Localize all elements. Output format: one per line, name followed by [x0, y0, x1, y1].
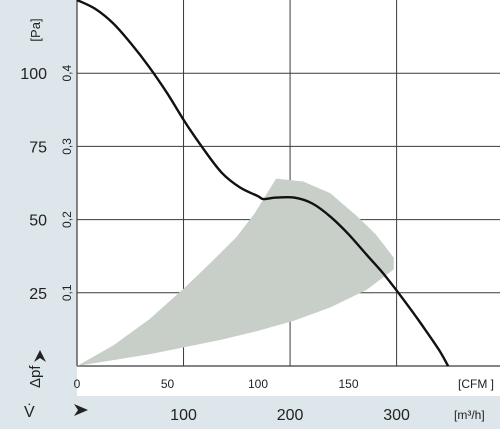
y-pa-tick-label: 25 — [29, 286, 47, 303]
pressure-flow-curve — [76, 0, 450, 367]
x-unit-cfm-label: [CFM ] — [458, 377, 494, 391]
y-pa-tick-label: 100 — [20, 66, 47, 83]
grid — [76, 0, 500, 367]
flow-arrow-icon — [74, 404, 88, 416]
y-inh2o-tick-label: 0,3 — [60, 138, 74, 155]
flow-symbol: V̇ — [24, 403, 35, 421]
x-cfm-tick-label: 0 — [74, 377, 81, 391]
y-pa-tick-label: 75 — [29, 139, 47, 156]
y-inh2o-tick-label: 0,1 — [60, 284, 74, 301]
y-inh2o-tick-label: 0,2 — [60, 211, 74, 228]
pressure-symbol: Δpf — [27, 365, 44, 388]
x-cfm-tick-label: 150 — [338, 377, 358, 391]
operating-region — [77, 178, 394, 366]
y-pa-tick-label: 50 — [29, 213, 47, 230]
tick-labels: 25 50 75 100 0,1 0,2 0,3 0,4 0 50 100 150 100 200 300 — [20, 65, 410, 424]
x-unit-m3h-label: [m³/h] — [454, 408, 485, 422]
x-cfm-tick-label: 50 — [161, 377, 175, 391]
x-m3h-tick-label: 200 — [277, 407, 304, 424]
x-axis-panel — [0, 396, 500, 429]
x-m3h-tick-label: 100 — [170, 407, 197, 424]
y-inh2o-tick-label: 0,4 — [60, 65, 74, 82]
pressure-arrow-icon — [34, 350, 46, 362]
x-m3h-tick-label: 300 — [383, 407, 410, 424]
x-cfm-tick-label: 100 — [248, 377, 268, 391]
y-unit-label: [Pa] — [28, 18, 43, 41]
